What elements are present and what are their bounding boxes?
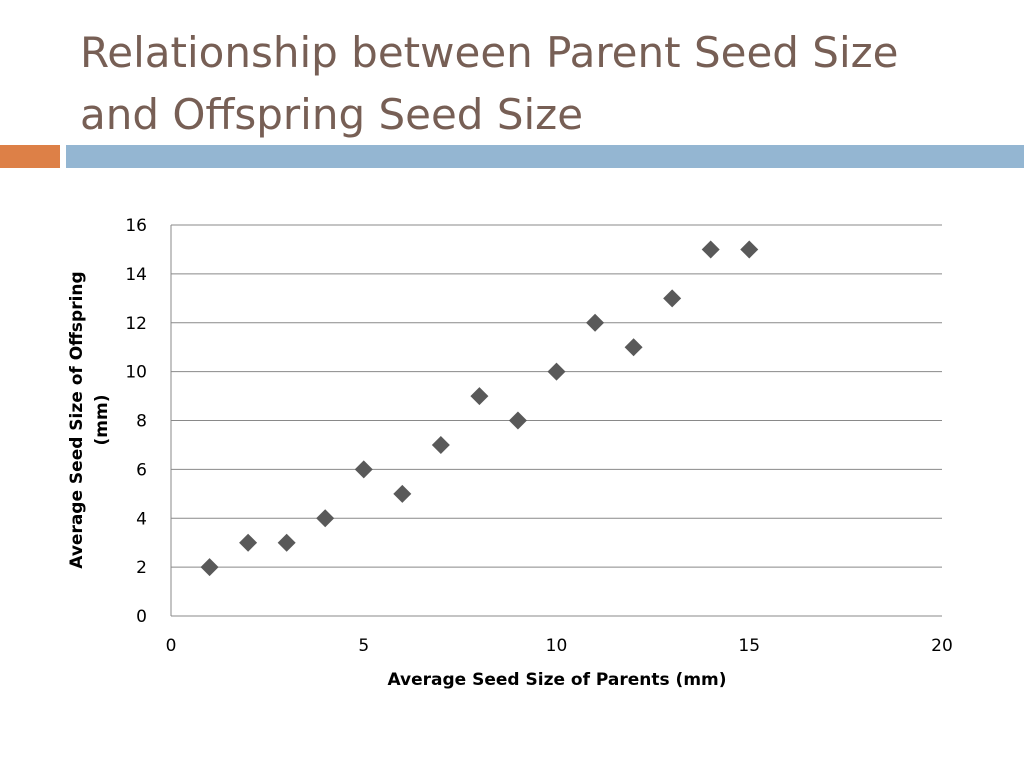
data-point [586, 313, 605, 332]
y-axis-label-line-2: (mm) [92, 395, 112, 446]
x-axis-label: Average Seed Size of Parents (mm) [387, 670, 726, 690]
y-tick-labels: 0 2 4 6 8 10 12 14 16 [125, 216, 147, 627]
data-point [316, 509, 335, 528]
y-tick-label: 6 [136, 460, 147, 480]
x-tick-label: 15 [738, 636, 760, 656]
y-tick-label: 16 [125, 216, 147, 236]
y-tick-label: 14 [125, 265, 147, 285]
y-tick-label: 12 [125, 314, 147, 334]
y-axis-label-line-1: Average Seed Size of Offspring [67, 271, 87, 568]
data-point [701, 240, 720, 259]
data-point [431, 435, 450, 454]
data-point [200, 558, 219, 577]
data-point [277, 533, 296, 552]
y-tick-label: 8 [136, 412, 147, 432]
data-points [200, 240, 759, 577]
slide-title-line-1: Relationship between Parent Seed Size [80, 28, 899, 77]
data-point [470, 387, 489, 406]
data-point [663, 289, 682, 308]
y-tick-label: 2 [136, 558, 147, 578]
title-accent-bar-blue [66, 145, 1024, 168]
chart-axes [170, 225, 942, 617]
x-tick-label: 20 [931, 636, 953, 656]
data-point [508, 411, 527, 430]
x-tick-labels: 0 5 10 15 20 [166, 636, 953, 656]
chart-gridlines [171, 224, 942, 568]
data-point [354, 460, 373, 479]
x-tick-label: 0 [166, 636, 177, 656]
data-point [740, 240, 759, 259]
y-tick-label: 10 [125, 363, 147, 383]
data-point [239, 533, 258, 552]
data-point [547, 362, 566, 381]
x-tick-label: 10 [546, 636, 568, 656]
slide-title-line-2: and Offspring Seed Size [80, 90, 584, 139]
y-tick-label: 4 [136, 509, 147, 529]
slide-title: Relationship between Parent Seed Size an… [80, 22, 1000, 146]
x-tick-label: 5 [358, 636, 369, 656]
data-point [393, 484, 412, 503]
data-point [624, 338, 643, 357]
y-tick-label: 0 [136, 607, 147, 627]
title-accent-bar-orange [0, 145, 60, 168]
